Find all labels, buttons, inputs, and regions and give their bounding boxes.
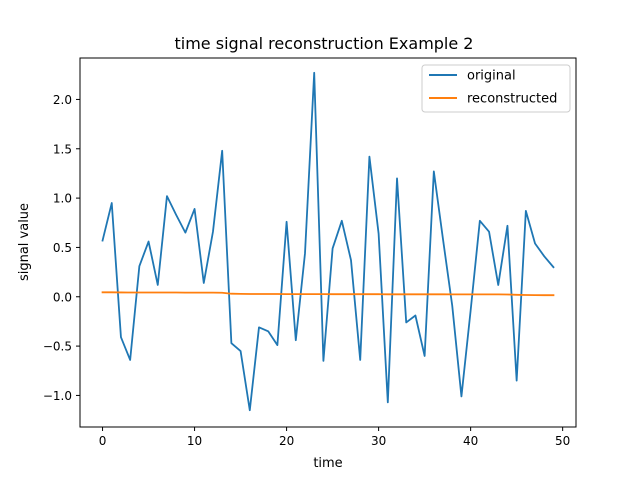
y-tick-label: 1.5: [53, 142, 72, 156]
chart-title: time signal reconstruction Example 2: [175, 34, 474, 53]
x-tick-label: 20: [279, 434, 294, 448]
y-tick-label: 2.0: [53, 93, 72, 107]
x-tick-label: 30: [371, 434, 386, 448]
y-axis-ticks: −1.0 −0.5 0.0 0.5 1.0 1.5 2.0: [43, 93, 80, 403]
x-tick-label: 10: [187, 434, 202, 448]
y-tick-label: 1.0: [53, 192, 72, 206]
plot-area: [79, 57, 577, 428]
legend-label-original: original: [467, 69, 516, 84]
x-axis-ticks: 0 10 20 30 40 50: [99, 427, 570, 448]
y-tick-label: −0.5: [43, 340, 72, 354]
y-axis-label: signal value: [17, 203, 32, 281]
series-layer: [101, 71, 555, 412]
legend-label-reconstructed: reconstructed: [467, 92, 557, 107]
x-tick-label: 0: [99, 434, 107, 448]
x-tick-label: 40: [463, 434, 478, 448]
axes-frame: [79, 57, 577, 428]
series-line-reconstructed: [101, 291, 555, 297]
legend-box: [421, 64, 571, 113]
x-tick-label: 50: [555, 434, 570, 448]
series-line-original: [101, 71, 555, 412]
y-tick-label: 0.0: [53, 290, 72, 304]
y-tick-label: −1.0: [43, 389, 72, 403]
legend: original reconstructed: [421, 64, 571, 113]
x-axis-label: time: [313, 456, 342, 471]
y-tick-label: 0.5: [53, 241, 72, 255]
